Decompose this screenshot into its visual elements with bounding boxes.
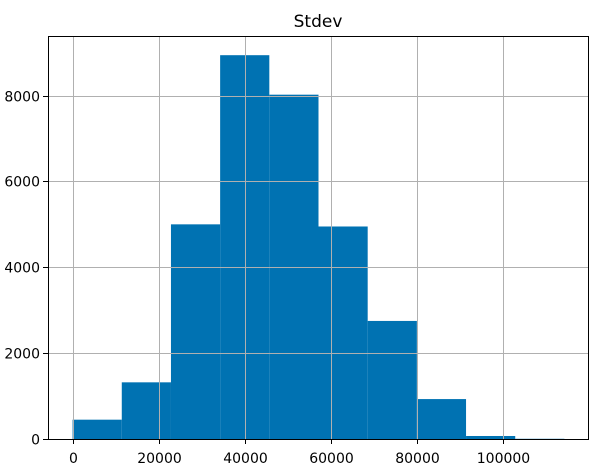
histogram-bar xyxy=(170,224,221,439)
histogram-bar xyxy=(72,419,122,439)
y-tick-label: 2000 xyxy=(4,347,40,363)
x-tick-label: 80000 xyxy=(395,451,440,467)
histogram-bar xyxy=(466,435,516,439)
x-tick-label: 60000 xyxy=(309,451,354,467)
x-tick-label: 100000 xyxy=(477,451,530,467)
y-tick-label: 6000 xyxy=(4,175,40,191)
x-tick-label: 40000 xyxy=(223,451,268,467)
axes: 0 20000 40000 60000 80000 100000 0 2000 4000 6000… xyxy=(4,36,589,467)
y-tick-label: 4000 xyxy=(4,261,40,277)
y-tick-label: 0 xyxy=(31,433,40,449)
histogram-bars xyxy=(72,55,565,439)
x-tick-label: 20000 xyxy=(137,451,182,467)
histogram-bar xyxy=(220,55,270,439)
histogram-bar xyxy=(367,320,417,439)
histogram-bar xyxy=(318,226,368,439)
x-tick-label: 0 xyxy=(69,451,78,467)
plot-frame xyxy=(48,36,589,440)
histogram-bar xyxy=(416,399,467,439)
histogram-bar xyxy=(121,382,171,439)
histogram-bar xyxy=(269,94,319,439)
y-tick-label: 8000 xyxy=(4,90,40,106)
chart-title: Stdev xyxy=(294,12,343,32)
